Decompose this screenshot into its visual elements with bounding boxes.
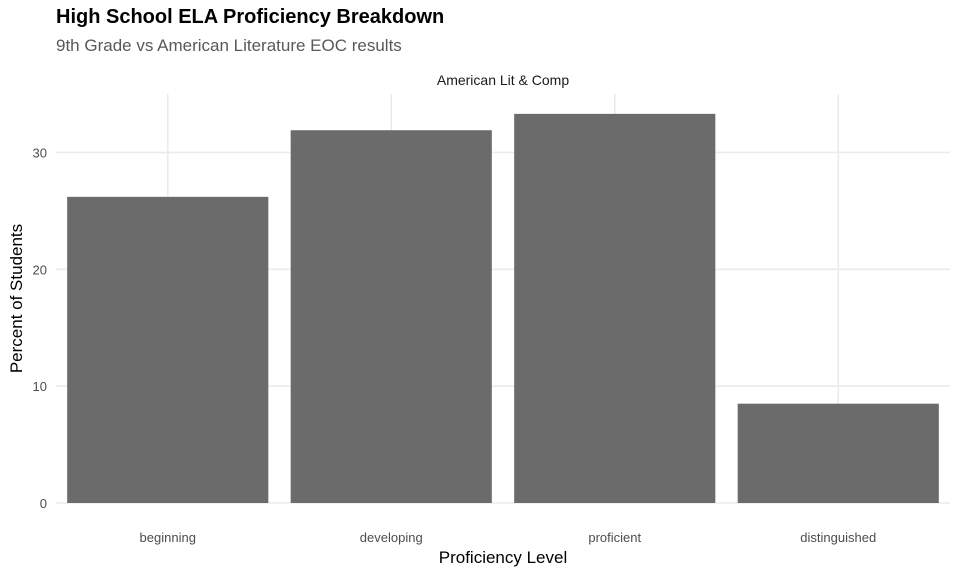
x-tick-label: proficient [588, 530, 641, 545]
facet-label: American Lit & Comp [437, 72, 569, 88]
y-tick-label: 0 [40, 496, 47, 511]
x-tick-label: beginning [140, 530, 196, 545]
x-axis-title: Proficiency Level [439, 548, 568, 567]
bar-proficient [514, 113, 716, 503]
y-tick-label: 10 [33, 379, 47, 394]
y-axis-title: Percent of Students [7, 224, 26, 373]
y-tick-label: 30 [33, 145, 47, 160]
chart-title: High School ELA Proficiency Breakdown [56, 6, 445, 28]
bar-beginning [67, 196, 269, 503]
bar-developing [290, 130, 492, 503]
y-tick-label: 20 [33, 262, 47, 277]
bar-distinguished [737, 403, 939, 503]
x-tick-label: developing [360, 530, 423, 545]
x-tick-label: distinguished [800, 530, 876, 545]
chart-subtitle: 9th Grade vs American Literature EOC res… [56, 36, 402, 55]
